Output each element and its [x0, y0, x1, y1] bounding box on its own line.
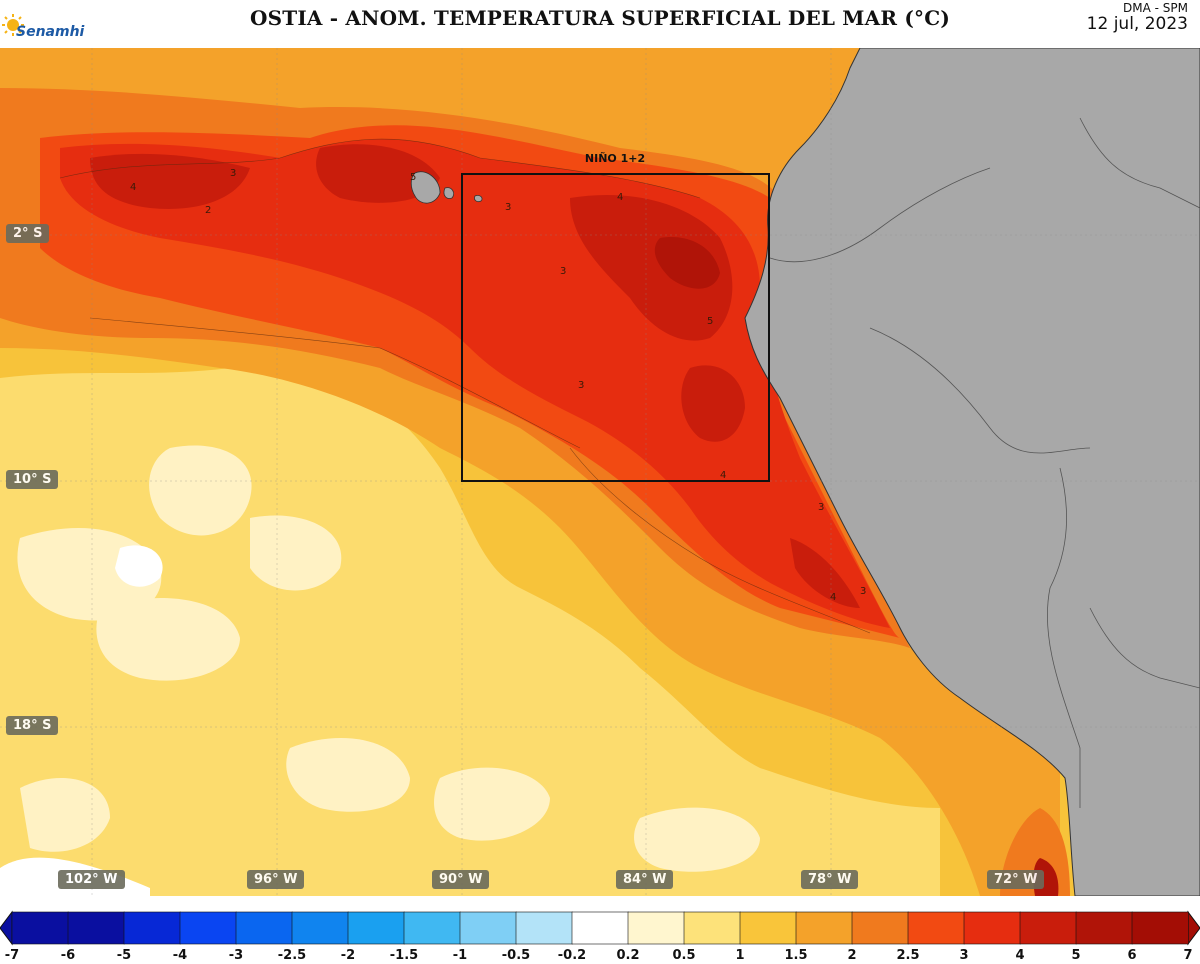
- colorbar-segment: [235, 911, 293, 945]
- colorbar-tick-label: 4: [1015, 948, 1025, 963]
- colorbar-tick-label: -1: [452, 948, 468, 963]
- colorbar-segment: [627, 911, 685, 945]
- lon-label: 84° W: [616, 870, 674, 889]
- lon-label: 90° W: [432, 870, 490, 889]
- colorbar-segment: [123, 911, 181, 945]
- header: Senamhi OSTIA - ANOM. TEMPERATURA SUPERF…: [0, 0, 1200, 48]
- colorbar-tick-label: 0.5: [672, 948, 696, 963]
- sst-anomaly-map: NIÑO 1+2 4 3 2 5 3 4 3 5 3 4 3 4 3 2° S …: [0, 48, 1200, 896]
- colorbar-segment: [907, 911, 965, 945]
- colorbar-tick-label: -7: [4, 948, 20, 963]
- colorbar-segment: [851, 911, 909, 945]
- colorbar-tick-label: 2: [847, 948, 857, 963]
- lat-label: 10° S: [6, 470, 59, 489]
- colorbar-segment: [963, 911, 1021, 945]
- colorbar-tick-label: -4: [172, 948, 188, 963]
- colorbar-tick-label: 7: [1183, 948, 1193, 963]
- country-borders: [769, 117, 1200, 808]
- contour-label: 4: [830, 592, 836, 603]
- lat-label: 2° S: [6, 224, 50, 243]
- colorbar-segment: [11, 911, 69, 945]
- contour-number-labels: 4 3 2 5 3 4 3 5 3 4 3 4 3: [130, 168, 866, 603]
- colorbar-segment: [739, 911, 797, 945]
- colorbar-segment: [571, 911, 629, 945]
- colorbar-segment: [459, 911, 517, 945]
- colorbar-tick-label: 3: [959, 948, 969, 963]
- colorbar: [0, 908, 1200, 948]
- contour-label: 4: [720, 470, 726, 481]
- senamhi-logo: Senamhi: [2, 14, 102, 48]
- contour-label: 5: [707, 316, 713, 327]
- colorbar-segment: [1131, 911, 1189, 945]
- map-title: OSTIA - ANOM. TEMPERATURA SUPERFICIAL DE…: [249, 6, 950, 30]
- logo-text: Senamhi: [16, 24, 85, 40]
- lat-label: 18° S: [6, 716, 59, 735]
- contour-label: 3: [860, 586, 866, 597]
- colorbar-svg: [0, 910, 1200, 946]
- colorbar-tick-label: -0.2: [557, 948, 587, 963]
- lon-label: 102° W: [58, 870, 125, 889]
- contour-label: 3: [818, 502, 824, 513]
- colorbar-tick-label: 0.2: [616, 948, 640, 963]
- nino-region-box: [461, 173, 770, 482]
- map-date: 12 jul, 2023: [1086, 14, 1188, 34]
- colorbar-segment: [291, 911, 349, 945]
- colorbar-max-arrow: [1187, 910, 1200, 946]
- colorbar-tick-label: -5: [116, 948, 132, 963]
- colorbar-tick-label: 1.5: [784, 948, 808, 963]
- lon-label: 72° W: [987, 870, 1045, 889]
- contour-label: 3: [578, 380, 584, 391]
- contour-label: 4: [130, 182, 136, 193]
- colorbar-tick-label: -3: [228, 948, 244, 963]
- colorbar-segment: [67, 911, 125, 945]
- contour-label: 2: [205, 205, 211, 216]
- colorbar-segment: [795, 911, 853, 945]
- anomaly-band-4-5: [90, 144, 860, 608]
- nino-region-label: NIÑO 1+2: [585, 152, 645, 165]
- colorbar-segment: [683, 911, 741, 945]
- colorbar-tick-label: -2.5: [277, 948, 307, 963]
- contour-label: 3: [560, 266, 566, 277]
- colorbar-segment: [515, 911, 573, 945]
- colorbar-tick-label: -6: [60, 948, 76, 963]
- lon-label: 96° W: [247, 870, 305, 889]
- colorbar-tick-label: -0.5: [501, 948, 531, 963]
- colorbar-tick-label: -1.5: [389, 948, 419, 963]
- south-america-land: [744, 48, 1200, 896]
- colorbar-tick-label: -2: [340, 948, 356, 963]
- sun-icon: [2, 14, 24, 36]
- galapagos-islands: [410, 171, 483, 204]
- colorbar-segment: [1019, 911, 1077, 945]
- contour-label: 3: [230, 168, 236, 179]
- colorbar-tick-label: 6: [1127, 948, 1137, 963]
- contour-label: 5: [410, 172, 416, 183]
- lon-label: 78° W: [801, 870, 859, 889]
- agency-label: DMA - SPM: [1123, 1, 1188, 15]
- contour-label: 3: [505, 202, 511, 213]
- colorbar-tick-label: 2.5: [896, 948, 920, 963]
- colorbar-segment: [1075, 911, 1133, 945]
- colorbar-min-arrow: [0, 910, 13, 946]
- contour-label: 4: [617, 192, 623, 203]
- colorbar-tick-label: 5: [1071, 948, 1081, 963]
- map-canvas: NIÑO 1+2 4 3 2 5 3 4 3 5 3 4 3 4 3: [0, 48, 1200, 896]
- colorbar-segment: [403, 911, 461, 945]
- colorbar-segment: [347, 911, 405, 945]
- colorbar-segment: [179, 911, 237, 945]
- colorbar-tick-label: 1: [735, 948, 745, 963]
